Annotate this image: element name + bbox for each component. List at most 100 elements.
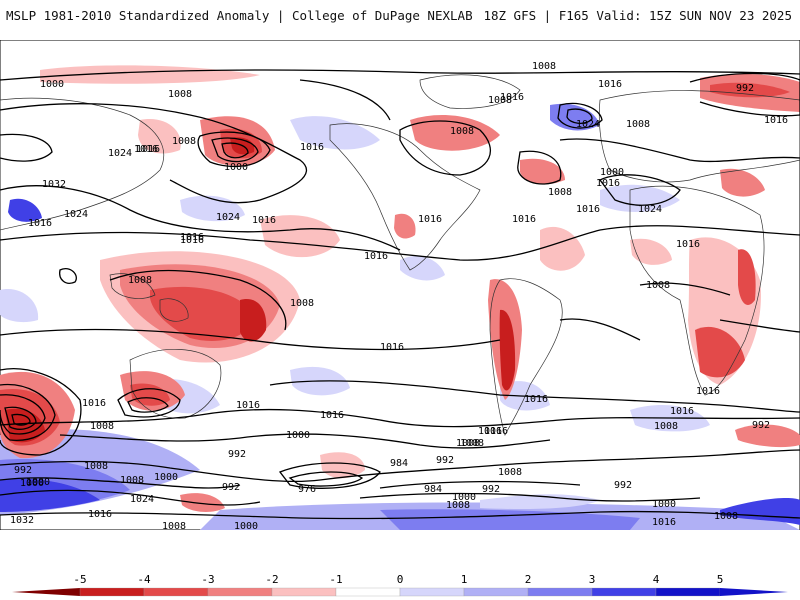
isobar-label: 1008: [168, 89, 192, 100]
isobar-label: 1008: [172, 136, 196, 147]
isobar-label: 992: [614, 480, 632, 491]
isobar-label: 984: [424, 484, 442, 495]
isobar-label: 1000: [652, 499, 676, 510]
isobar-label: 1016: [180, 235, 204, 246]
isobar-label: 1000: [452, 492, 476, 503]
isobar-label: 1000: [20, 478, 44, 489]
isobar-label: 1016: [82, 398, 106, 409]
isobar-label: 1032: [10, 515, 34, 526]
colorbar-arrow-high: [720, 588, 788, 596]
isobar-label: 1008: [456, 438, 480, 449]
colorbar-tick-label: 5: [717, 573, 724, 586]
isobar-label: 1016: [364, 251, 388, 262]
isobar-label: 1024: [130, 494, 154, 505]
colorbar-tick-label: -5: [73, 573, 86, 586]
coastlines: [0, 74, 800, 436]
isobar-label: 1008: [90, 421, 114, 432]
isobar-label: 1008: [84, 461, 108, 472]
colorbar-bin: [207, 587, 273, 597]
isobar-label: 992: [228, 449, 246, 460]
isobar-label: 1016: [696, 386, 720, 397]
isobar-label: 1008: [654, 421, 678, 432]
colorbar-tick-labels: -5 -4 -3 -2 -1 0 1 2 3 4 5: [73, 573, 723, 586]
isobar-label: 1016: [676, 239, 700, 250]
isobar-label: 984: [390, 458, 408, 469]
colorbar-bin: [335, 587, 401, 597]
isobar-label: 992: [14, 465, 32, 476]
isobar-label: 1000: [224, 162, 248, 173]
isobar-label: 1016: [670, 406, 694, 417]
isobar-label: 992: [436, 455, 454, 466]
isobar-label: 1024: [64, 209, 88, 220]
isobar-label: 1000: [26, 477, 50, 488]
isobar-label: 1008: [460, 438, 484, 449]
isobar-label: 1008: [488, 95, 512, 106]
isobar-label: 1000: [154, 472, 178, 483]
colorbar-tick-label: 4: [653, 573, 660, 586]
isobar-label: 1016: [88, 509, 112, 520]
isobar-label: 1016: [418, 214, 442, 225]
isobar-label: 1024: [576, 119, 600, 130]
isobar-label: 1008: [128, 275, 152, 286]
colorbar-tick-label: 0: [397, 573, 404, 586]
isobar-label: 1024: [216, 212, 240, 223]
positive-anomaly-fills: [0, 103, 800, 530]
isobar-label: 1008: [498, 467, 522, 478]
isobar-label: 992: [222, 482, 240, 493]
isobar-label: 1000: [286, 430, 310, 441]
isobar-label: 1016: [484, 426, 508, 437]
isobar-label: 1016: [136, 144, 160, 155]
isobar-label: 1000: [600, 167, 624, 178]
isobar-label: 976: [298, 484, 316, 495]
anomaly-map: 1000 1008 1016 1008 1016 1024 1008 1032 …: [0, 40, 800, 530]
isobar-label: 1008: [714, 511, 738, 522]
isobar-label: 1016: [134, 144, 158, 155]
colorbar-tick-label: 2: [525, 573, 532, 586]
colorbar-tick-label: 1: [461, 573, 468, 586]
isobar-label: 1024: [638, 204, 662, 215]
colorbar-bin: [399, 587, 465, 597]
isobar-label: 1016: [478, 426, 502, 437]
isobar-label: 992: [482, 484, 500, 495]
colorbar-tick-label: -1: [329, 573, 342, 586]
isobar-label: 992: [752, 420, 770, 431]
isobar-label: 1016: [596, 178, 620, 189]
isobar-label: 1008: [290, 298, 314, 309]
colorbar: -5 -4 -3 -2 -1 0 1 2 3 4 5: [12, 573, 788, 597]
isobar-label: 1016: [380, 342, 404, 353]
colorbar-bin: [79, 587, 145, 597]
colorbar-tick-label: -2: [265, 573, 278, 586]
colorbar-tick-label: -3: [201, 573, 214, 586]
colorbar-bin: [463, 587, 529, 597]
colorbar-bin: [591, 587, 657, 597]
isobar-label: 1008: [646, 280, 670, 291]
isobar-label: 1016: [252, 215, 276, 226]
isobar-label: 1016: [512, 214, 536, 225]
isobar-label: 1016: [300, 142, 324, 153]
colorbar-tick-label: 3: [589, 573, 596, 586]
colorbar-bin: [527, 587, 593, 597]
isobar-contours: [0, 69, 800, 520]
isobar-label: 1000: [40, 79, 64, 90]
model-valid-time: 18Z GFS | F165 Valid: 15Z SUN NOV 23 202…: [483, 8, 792, 23]
isobar-label: 1008: [162, 521, 186, 530]
isobar-label: 1016: [598, 79, 622, 90]
isobar-label: 1016: [500, 92, 524, 103]
isobar-label: 992: [736, 83, 754, 94]
map-title: MSLP 1981-2010 Standardized Anomaly | Co…: [6, 8, 473, 23]
colorbar-arrow-low: [12, 588, 80, 596]
isobar-label: 1000: [234, 521, 258, 530]
isobar-label: 1016: [180, 232, 204, 243]
colorbar-bin: [655, 587, 721, 597]
isobar-label: 1016: [764, 115, 788, 126]
isobar-label: 1024: [108, 148, 132, 159]
isobar-label: 1016: [236, 400, 260, 411]
isobar-label: 1008: [120, 475, 144, 486]
isobar-label: 1016: [576, 204, 600, 215]
isobar-label: 1008: [548, 187, 572, 198]
isobar-labels: 1000 1008 1016 1008 1016 1024 1008 1032 …: [10, 61, 788, 530]
isobar-label: 1016: [28, 218, 52, 229]
colorbar-bins: [12, 587, 788, 597]
isobar-label: 1008: [450, 126, 474, 137]
isobar-label: 1008: [532, 61, 556, 72]
